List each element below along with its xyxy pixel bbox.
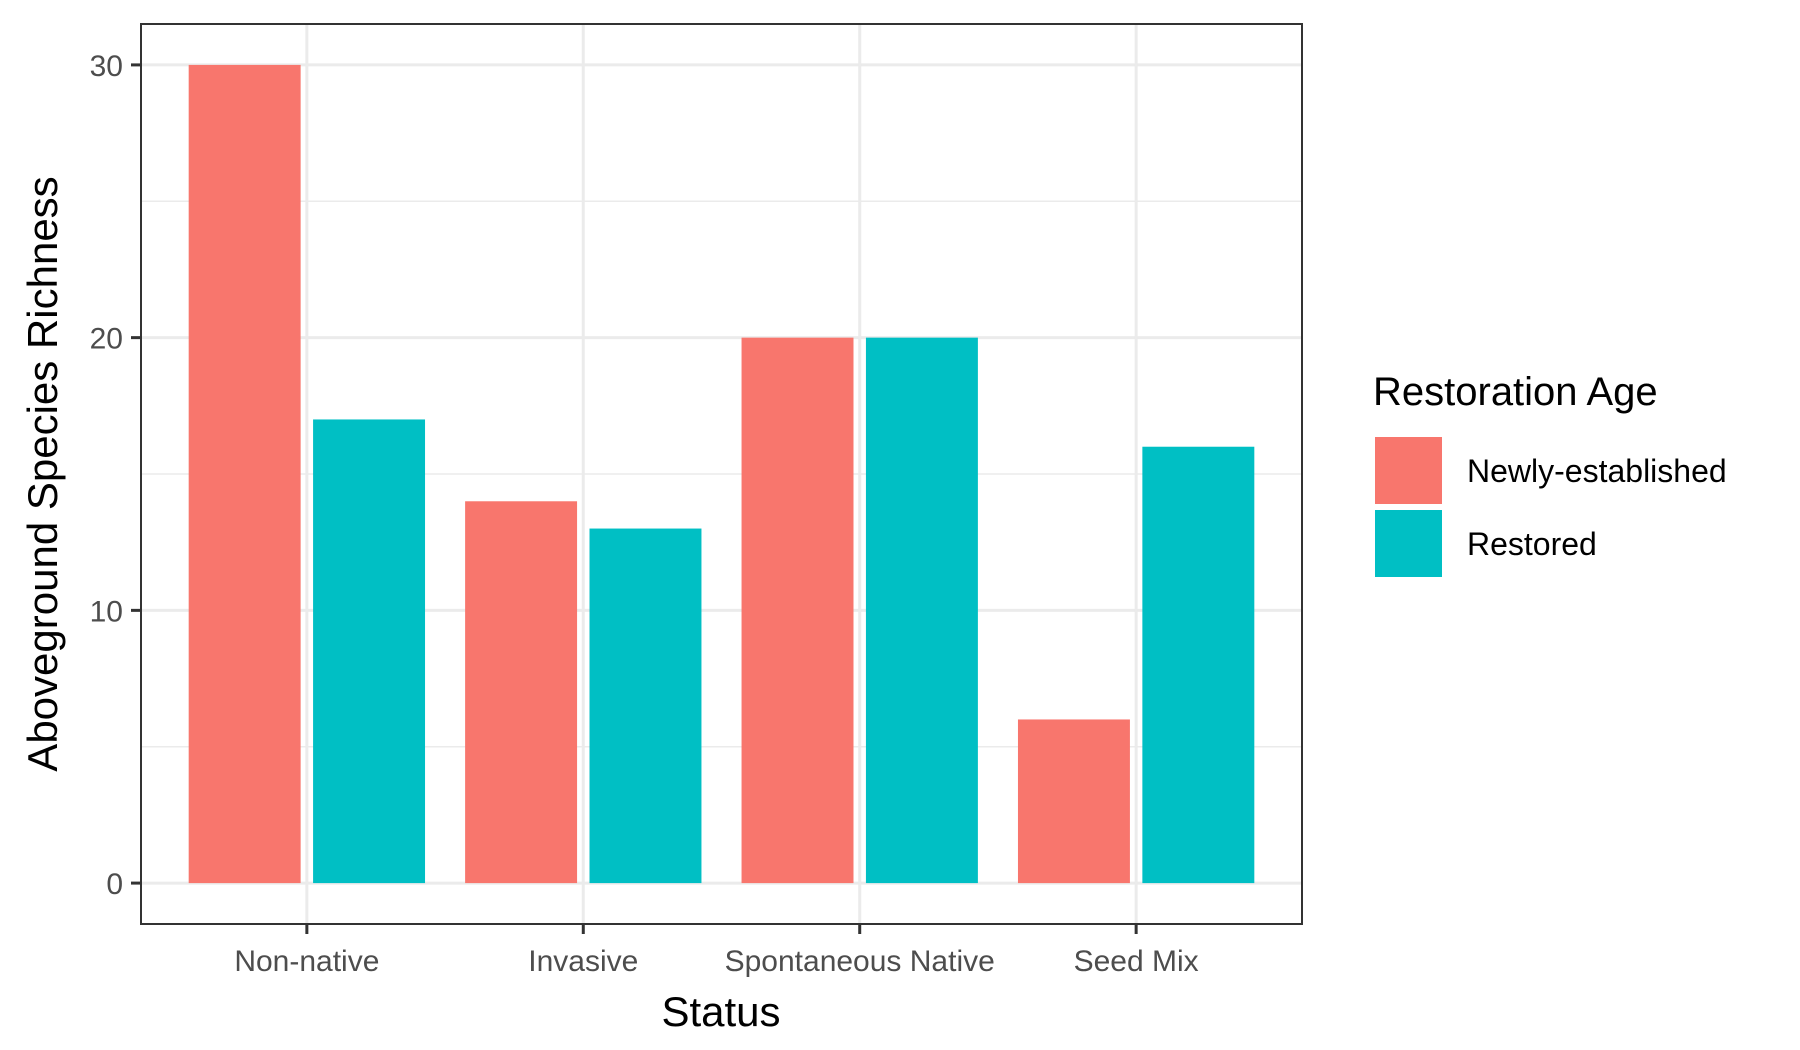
bar-newly-established [1017,719,1130,884]
bar-newly-established [465,501,578,884]
y-axis: 0 10 20 30 [90,50,141,901]
legend-swatch-restored [1375,510,1442,577]
legend-title: Restoration Age [1373,370,1658,414]
legend: Restoration Age Newly-established Restor… [1373,370,1727,577]
y-tick-label: 10 [90,595,123,628]
x-tick-label: Spontaneous Native [725,945,995,978]
x-axis-title: Status [661,988,780,1035]
bar-restored [1142,446,1255,884]
legend-label-newly-established: Newly-established [1467,453,1727,489]
bars [188,64,1255,884]
y-tick-label: 0 [106,868,123,901]
y-tick-label: 30 [90,50,123,83]
x-tick-label: Invasive [528,945,638,978]
bar-restored [313,419,426,884]
plot-border [140,23,1303,925]
x-axis: Non-native Invasive Spontaneous Native Seed… [234,924,1199,978]
x-tick-label: Non-native [234,945,379,978]
bar-newly-established [188,64,301,884]
bar-restored [865,337,978,884]
bar-newly-established [741,337,854,884]
bar-restored [589,528,702,884]
x-tick-label: Seed Mix [1074,945,1199,978]
legend-label-restored: Restored [1467,526,1597,562]
y-axis-title: Aboveground Species Richness [19,176,66,771]
legend-swatch-newly-established [1375,437,1442,504]
y-tick-label: 20 [90,323,123,356]
